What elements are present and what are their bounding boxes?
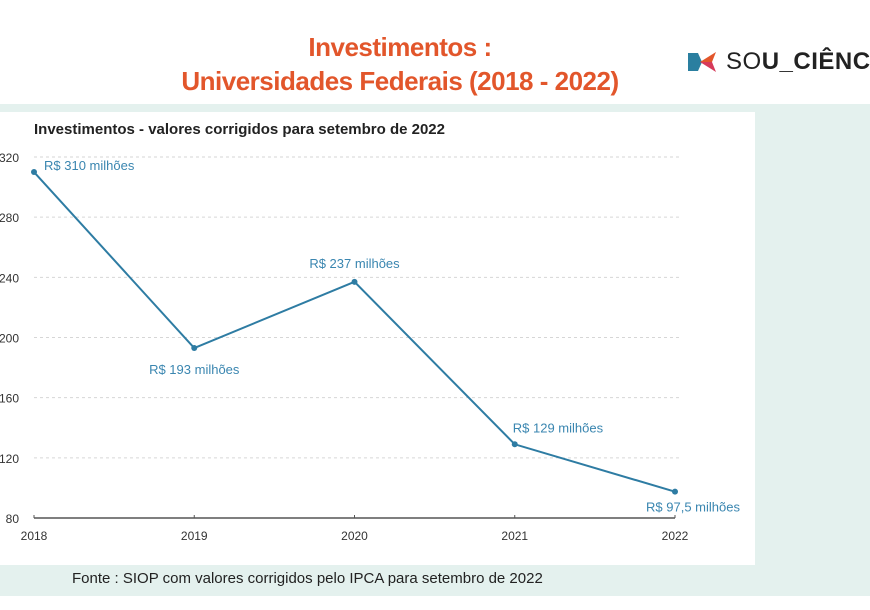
x-tick-label: 2019 xyxy=(181,529,208,543)
y-tick-label: 320 xyxy=(0,151,19,165)
data-label: R$ 97,5 milhões xyxy=(646,500,740,515)
title-line-1: Investimentos : xyxy=(308,32,492,62)
chart-panel xyxy=(0,112,755,565)
source-note: Fonte : SIOP com valores corrigidos pelo… xyxy=(72,570,543,587)
data-point xyxy=(511,441,518,448)
x-tick-label: 2022 xyxy=(662,529,689,543)
sou-ciencia-logo: SOU_CIÊNC xyxy=(688,48,870,76)
title-line-2: Universidades Federais (2018 - 2022) xyxy=(181,66,619,96)
data-label: R$ 310 milhões xyxy=(44,158,135,173)
logo-icon xyxy=(688,52,716,72)
y-tick-label: 80 xyxy=(6,512,20,526)
y-tick-label: 280 xyxy=(0,211,19,225)
data-label: R$ 193 milhões xyxy=(149,362,240,377)
y-tick-label: 160 xyxy=(0,392,19,406)
logo-text: SOU_CIÊNC xyxy=(726,48,870,75)
data-label: R$ 129 milhões xyxy=(513,420,604,435)
x-tick-label: 2020 xyxy=(341,529,368,543)
y-tick-label: 240 xyxy=(0,271,19,285)
data-point xyxy=(31,169,37,176)
x-tick-label: 2018 xyxy=(21,529,48,543)
x-tick-label: 2021 xyxy=(501,529,528,543)
data-point xyxy=(351,278,358,285)
y-tick-label: 120 xyxy=(0,452,19,466)
chart-title: Investimentos - valores corrigidos para … xyxy=(34,121,445,138)
data-point xyxy=(191,345,198,352)
data-label: R$ 237 milhões xyxy=(309,256,400,271)
data-point xyxy=(672,488,678,495)
page-title: Investimentos : Universidades Federais (… xyxy=(40,30,760,98)
y-tick-label: 200 xyxy=(0,332,19,346)
series-line xyxy=(33,171,676,493)
